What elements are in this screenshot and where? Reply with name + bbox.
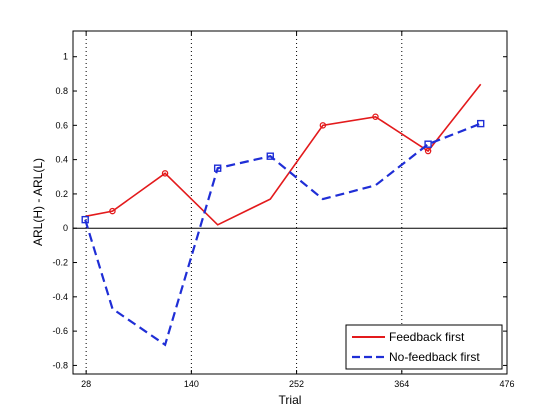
data-point-marker [319, 122, 327, 129]
y-tick-label: -0.2 [52, 258, 68, 268]
legend-label-no-feedback-first: No-feedback first [389, 350, 480, 364]
data-point-marker [424, 140, 432, 148]
data-point-marker [109, 207, 116, 215]
plot-frame [72, 30, 508, 375]
data-point-marker [161, 170, 169, 177]
x-tick-label: 140 [184, 379, 199, 389]
y-tick-label: -0.6 [52, 326, 68, 336]
data-point-marker [476, 119, 485, 128]
series-no-feedback-first [81, 119, 485, 347]
y-axis-label: ARL(H) - ARL(L) [31, 158, 45, 246]
y-axis-ticks: -0.8 -0.6 -0.4 -0.2 0 0.2 0.4 0.6 0.8 1 [52, 52, 507, 370]
series-layer [81, 83, 485, 347]
y-tick-label: 0.4 [55, 155, 68, 165]
x-tick-label: 364 [394, 379, 409, 389]
y-tick-label: 0.6 [55, 120, 68, 130]
series-line-no-feedback-first [84, 122, 482, 347]
series-line-feedback-first [86, 83, 482, 226]
legend-label-feedback-first: Feedback first [389, 330, 465, 344]
data-point-marker [424, 147, 432, 155]
x-axis-ticks: 28 140 252 364 476 [81, 31, 515, 389]
x-tick-label: 476 [499, 379, 514, 389]
plot-background [73, 31, 507, 374]
x-tick-label: 252 [289, 379, 304, 389]
legend: Feedback first No-feedback first [345, 324, 503, 370]
y-tick-label: -0.8 [52, 360, 68, 370]
data-point-marker [213, 164, 222, 172]
y-tick-label: 1 [63, 52, 68, 62]
data-point-marker [266, 152, 274, 160]
data-point-marker [81, 215, 89, 224]
legend-box [345, 324, 503, 370]
y-tick-label: 0.8 [55, 86, 68, 96]
x-tick-label: 28 [81, 379, 91, 389]
y-tick-label: 0 [63, 223, 68, 233]
data-point-marker [372, 113, 379, 121]
y-tick-label: -0.4 [52, 292, 68, 302]
y-tick-label: 0.2 [55, 189, 68, 199]
series-feedback-first [86, 83, 482, 226]
x-axis-label: Trial [279, 393, 302, 407]
